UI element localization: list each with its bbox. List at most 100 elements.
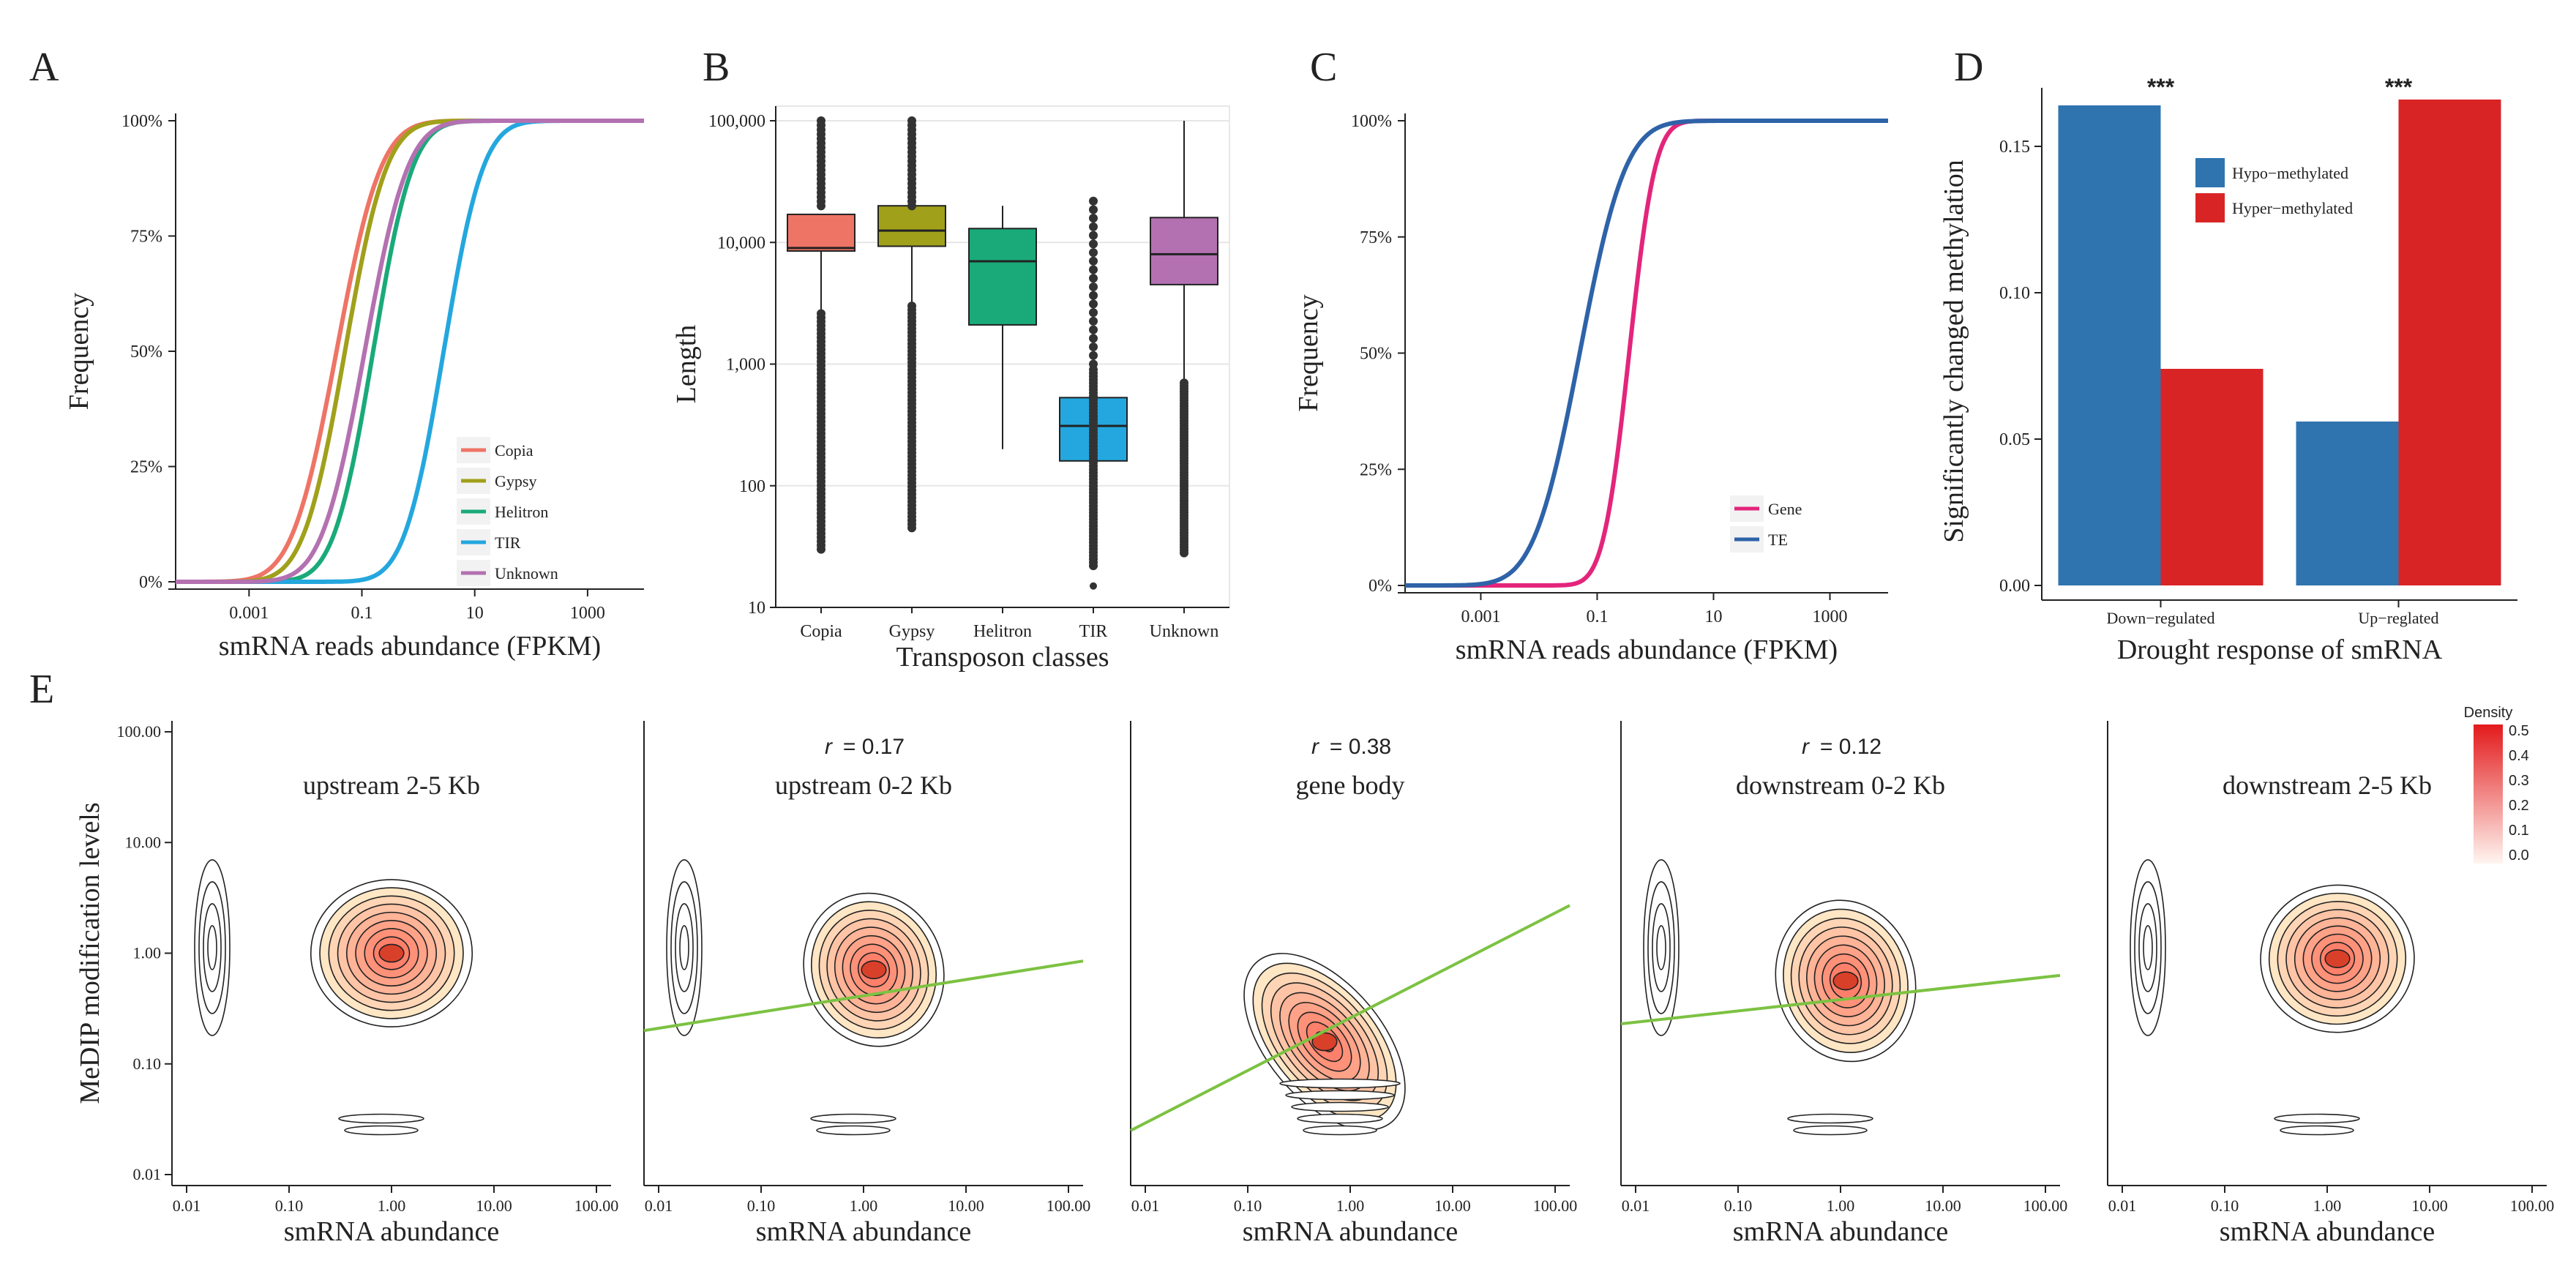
x-axis-label: Transposon classes bbox=[896, 642, 1109, 673]
y-tick-label: 100,000 bbox=[708, 112, 765, 131]
facet-4: 0.01 0.10 1.00 10.00 100.00 smRNA abundance do… bbox=[2107, 721, 2555, 1247]
side-contour bbox=[1656, 925, 1666, 970]
y-tick-label: 75% bbox=[1360, 228, 1392, 247]
side-contour bbox=[679, 925, 689, 970]
side-contour bbox=[2134, 881, 2162, 1014]
y-tick-label: 100% bbox=[1351, 112, 1392, 131]
outlier-point bbox=[1089, 282, 1098, 291]
bottom-contour bbox=[338, 1113, 424, 1124]
side-contour bbox=[1652, 903, 1671, 992]
legend-title: Density bbox=[2464, 705, 2513, 721]
density-peak bbox=[1311, 1032, 1338, 1052]
y-tick-label: 50% bbox=[1360, 345, 1392, 364]
density-peak bbox=[378, 943, 405, 963]
series-line-te bbox=[1405, 119, 1888, 588]
regression-line bbox=[643, 959, 1084, 1033]
legend-label: TIR bbox=[495, 533, 521, 552]
x-tick-label: 0.1 bbox=[1586, 607, 1608, 626]
x-tick-label: TIR bbox=[1079, 622, 1108, 641]
side-contour bbox=[1647, 881, 1675, 1014]
legend-label: TE bbox=[1768, 531, 1788, 549]
outlier-point bbox=[1089, 222, 1098, 231]
facet-title: gene body bbox=[1296, 771, 1405, 800]
x-tick-label: 0.01 bbox=[1131, 1197, 1160, 1215]
outlier-point bbox=[1089, 342, 1098, 352]
series-line-tir bbox=[176, 119, 644, 584]
y-tick-label: 10 bbox=[748, 599, 765, 618]
legend-swatch bbox=[2195, 158, 2225, 187]
x-axis-label: smRNA abundance bbox=[756, 1216, 971, 1247]
x-tick-label: Up−reglated bbox=[2358, 609, 2438, 627]
legend-label: Helitron bbox=[495, 503, 548, 521]
x-tick-label: 1.00 bbox=[1827, 1197, 1855, 1215]
bottom-contour bbox=[344, 1125, 419, 1136]
y-tick-label: 25% bbox=[1360, 460, 1392, 479]
facet-1: 0.01 0.10 1.00 10.00 100.00 smRNA abundance up… bbox=[643, 721, 1090, 1247]
x-tick-label: 1.00 bbox=[1336, 1197, 1365, 1215]
box-helitron bbox=[968, 228, 1037, 326]
y-tick-label: 10,000 bbox=[717, 233, 765, 252]
outlier-point bbox=[1090, 555, 1097, 563]
outlier-point bbox=[1089, 205, 1098, 214]
legend-tick-label: 0.5 bbox=[2509, 723, 2529, 739]
x-tick-label: 0.01 bbox=[645, 1197, 673, 1215]
r-symbol: r bbox=[1802, 735, 1810, 759]
x-tick-label: 0.10 bbox=[275, 1197, 304, 1215]
x-tick-label: 1.00 bbox=[2313, 1197, 2342, 1215]
outlier-point bbox=[1089, 334, 1098, 343]
legend-tick-label: 0.0 bbox=[2509, 847, 2529, 864]
outlier-point bbox=[1089, 256, 1098, 266]
outlier-point bbox=[817, 309, 825, 318]
x-tick-label: 0.01 bbox=[173, 1197, 201, 1215]
side-contour bbox=[194, 859, 231, 1036]
panel-letter-E: E bbox=[29, 667, 54, 712]
outlier-point bbox=[1089, 239, 1098, 249]
outlier-point bbox=[1089, 265, 1098, 274]
y-axis-label: MeDIP modification levels bbox=[75, 802, 105, 1104]
outlier-point bbox=[907, 302, 916, 311]
bottom-contour bbox=[1285, 1090, 1395, 1101]
side-contour bbox=[2143, 925, 2153, 970]
legend-label: Copia bbox=[495, 441, 533, 460]
outlier-point bbox=[1089, 359, 1098, 369]
x-tick-label: 1.00 bbox=[850, 1197, 878, 1215]
side-contour bbox=[2130, 859, 2166, 1036]
significance-label: *** bbox=[2385, 74, 2413, 100]
y-tick-label: 0% bbox=[139, 573, 162, 592]
panel-b-box-chart: 10 100 1,000 10,000 100,000 Length Transposon … bbox=[671, 105, 1230, 673]
outlier-point bbox=[1089, 308, 1098, 318]
x-tick-label: 0.10 bbox=[2211, 1197, 2239, 1215]
outlier-point bbox=[1089, 316, 1098, 326]
side-contour bbox=[198, 881, 226, 1014]
regression-line bbox=[1620, 973, 2061, 1026]
x-tick-label: 10 bbox=[1704, 607, 1722, 626]
box-unknown bbox=[1150, 217, 1218, 285]
outlier-point bbox=[1089, 325, 1098, 334]
y-axis-label: Length bbox=[671, 325, 702, 404]
x-tick-label: 100.00 bbox=[2023, 1197, 2068, 1215]
series-line-unknown bbox=[176, 119, 644, 584]
outlier-point bbox=[1089, 274, 1098, 283]
x-tick-label: 0.10 bbox=[1234, 1197, 1262, 1215]
y-axis-label: Significantly changed methylation bbox=[1939, 160, 1969, 542]
legend-label: Gene bbox=[1768, 500, 1802, 518]
bottom-contour bbox=[1279, 1078, 1401, 1089]
x-tick-label: 0.001 bbox=[1461, 607, 1500, 626]
bottom-contour bbox=[2274, 1113, 2360, 1124]
outlier-point bbox=[1089, 299, 1098, 309]
bar-hyper-0 bbox=[2160, 369, 2264, 585]
series-line-gene bbox=[1405, 119, 1888, 588]
x-axis-label: smRNA abundance bbox=[1243, 1216, 1458, 1247]
x-tick-label: 10 bbox=[466, 604, 484, 623]
bar-hyper-1 bbox=[2398, 100, 2501, 585]
x-tick-label: 100.00 bbox=[2510, 1197, 2555, 1215]
x-tick-label: Unknown bbox=[1150, 622, 1219, 641]
side-contour bbox=[675, 903, 694, 992]
x-tick-label: 10.00 bbox=[1434, 1197, 1471, 1215]
facet-title: downstream 2-5 Kb bbox=[2223, 771, 2432, 800]
bottom-contour bbox=[1291, 1101, 1389, 1112]
y-tick-label: 0.00 bbox=[1999, 577, 2030, 596]
facet-title: upstream 0-2 Kb bbox=[775, 771, 952, 800]
legend-tick-label: 0.1 bbox=[2509, 823, 2529, 839]
legend-swatch bbox=[2195, 193, 2225, 222]
